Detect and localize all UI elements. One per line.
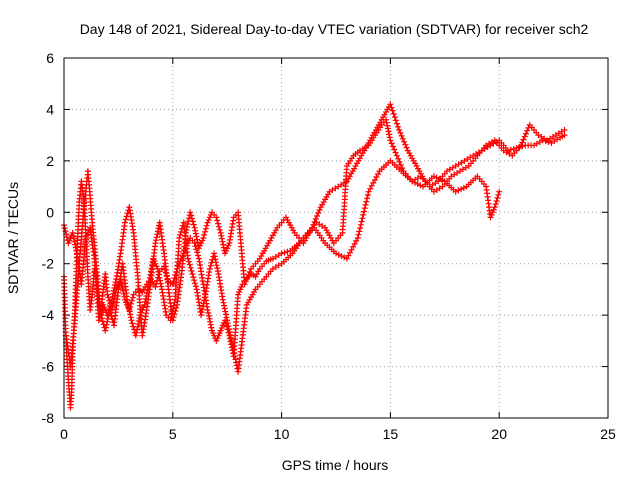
y-tick-label: 4 bbox=[46, 101, 54, 117]
axis-ticks: 0 5 10 15 20 25 -8 -6 -4 -2 0 2 4 6 bbox=[42, 50, 616, 442]
y-tick-label: 2 bbox=[46, 153, 54, 169]
x-tick-label: 15 bbox=[383, 426, 399, 442]
y-tick-label: 0 bbox=[46, 204, 54, 220]
y-tick-label: 6 bbox=[46, 50, 54, 66]
y-tick-label: -8 bbox=[42, 410, 55, 426]
y-tick-label: -2 bbox=[42, 256, 55, 272]
y-axis-label: SDTVAR / TECUs bbox=[5, 182, 21, 294]
x-tick-label: 0 bbox=[60, 426, 68, 442]
series-track-b bbox=[61, 101, 568, 339]
x-tick-label: 5 bbox=[169, 426, 177, 442]
y-tick-label: -6 bbox=[42, 359, 55, 375]
x-axis-label: GPS time / hours bbox=[282, 457, 389, 473]
grid bbox=[64, 58, 608, 418]
x-tick-label: 25 bbox=[600, 426, 616, 442]
data-series bbox=[61, 101, 568, 411]
y-tick-label: -4 bbox=[42, 307, 55, 323]
x-tick-label: 20 bbox=[491, 426, 507, 442]
chart-title: Day 148 of 2021, Sidereal Day-to-day VTE… bbox=[80, 21, 589, 37]
x-tick-label: 10 bbox=[274, 426, 290, 442]
plot-frame bbox=[63, 57, 609, 419]
series-track-c bbox=[63, 157, 503, 375]
